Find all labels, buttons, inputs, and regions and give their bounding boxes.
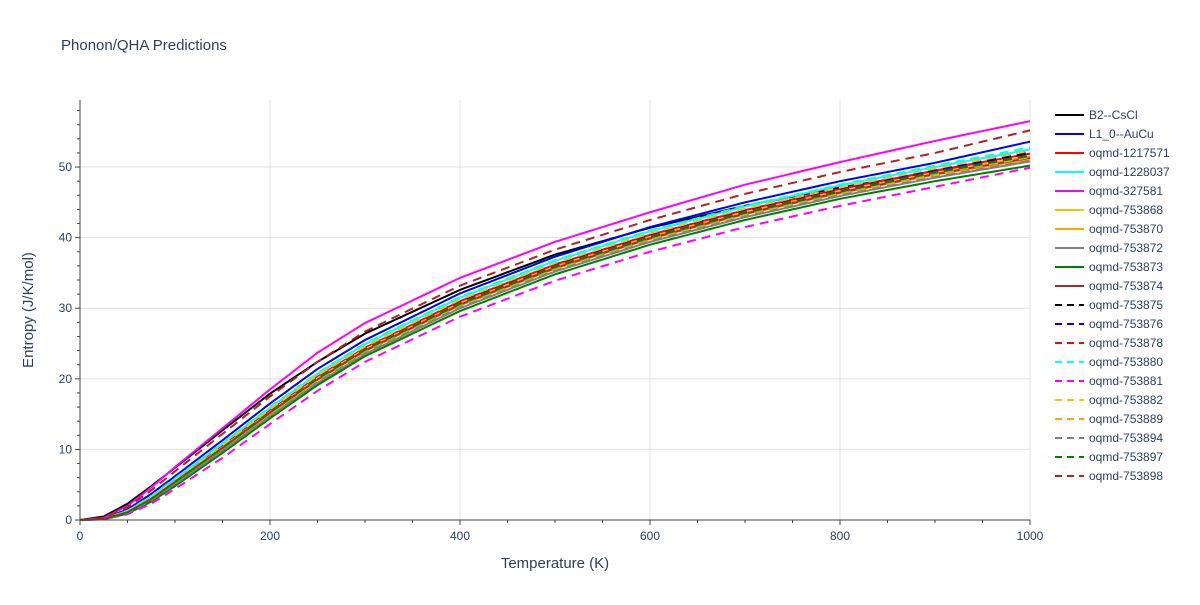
y-tick-label: 10 bbox=[59, 442, 73, 456]
legend-item[interactable]: oqmd-1217571 bbox=[1055, 146, 1170, 160]
legend-label: oqmd-753881 bbox=[1089, 374, 1163, 388]
x-tick-label: 0 bbox=[77, 529, 84, 543]
legend-label: oqmd-327581 bbox=[1089, 184, 1163, 198]
legend-label: oqmd-753897 bbox=[1089, 450, 1163, 464]
y-tick-label: 30 bbox=[59, 301, 73, 315]
y-tick-label: 50 bbox=[59, 160, 73, 174]
chart-title: Phonon/QHA Predictions bbox=[61, 37, 227, 54]
legend-item[interactable]: oqmd-753872 bbox=[1055, 241, 1163, 255]
series-line-oqmd-753874[interactable] bbox=[79, 156, 1031, 521]
legend-label: B2--CsCl bbox=[1089, 108, 1138, 122]
legend-label: oqmd-753872 bbox=[1089, 241, 1163, 255]
series-line-oqmd-753897[interactable] bbox=[79, 154, 1031, 521]
series-line-oqmd-753898[interactable] bbox=[79, 129, 1031, 521]
series-line-oqmd-753880[interactable] bbox=[79, 146, 1031, 521]
legend-label: oqmd-753873 bbox=[1089, 260, 1163, 274]
series-line-oqmd-1217571[interactable] bbox=[79, 152, 1031, 521]
x-tick-label: 1000 bbox=[1017, 529, 1044, 543]
y-tick-label: 20 bbox=[59, 372, 73, 386]
legend-item[interactable]: oqmd-327581 bbox=[1055, 184, 1163, 198]
legend-label: oqmd-753882 bbox=[1089, 393, 1163, 407]
legend-item[interactable]: oqmd-753880 bbox=[1055, 355, 1163, 369]
legend-label: oqmd-753868 bbox=[1089, 203, 1163, 217]
x-tick-label: 400 bbox=[450, 529, 470, 543]
series-line-oqmd-753881[interactable] bbox=[79, 166, 1031, 521]
x-tick-label: 600 bbox=[640, 529, 660, 543]
legend-item[interactable]: oqmd-753889 bbox=[1055, 412, 1163, 426]
legend-label: oqmd-1228037 bbox=[1089, 165, 1170, 179]
legend-item[interactable]: oqmd-753898 bbox=[1055, 469, 1163, 483]
legend[interactable]: B2--CsCl L1_0--AuCu oqmd-1217571 oqmd-12280… bbox=[1055, 108, 1170, 483]
series-line-oqmd-753878[interactable] bbox=[79, 154, 1031, 521]
x-axis-title: Temperature (K) bbox=[501, 555, 609, 572]
legend-label: oqmd-753875 bbox=[1089, 298, 1163, 312]
y-tick-label: 0 bbox=[65, 513, 72, 527]
series-line-oqmd-327581[interactable] bbox=[79, 120, 1031, 521]
series-line-oqmd-753873[interactable] bbox=[79, 164, 1031, 521]
legend-item[interactable]: oqmd-753881 bbox=[1055, 374, 1163, 388]
legend-label: oqmd-753876 bbox=[1089, 317, 1163, 331]
legend-item[interactable]: oqmd-753882 bbox=[1055, 393, 1163, 407]
y-tick-label: 40 bbox=[59, 231, 73, 245]
legend-item[interactable]: oqmd-1228037 bbox=[1055, 165, 1170, 179]
legend-item[interactable]: oqmd-753870 bbox=[1055, 222, 1163, 236]
series-line-oqmd-753882[interactable] bbox=[79, 149, 1031, 521]
legend-item[interactable]: L1_0--AuCu bbox=[1055, 127, 1154, 141]
series-line-oqmd-753876[interactable] bbox=[79, 150, 1031, 521]
legend-item[interactable]: oqmd-753878 bbox=[1055, 336, 1163, 350]
legend-item[interactable]: oqmd-753876 bbox=[1055, 317, 1163, 331]
series-line-oqmd-753894[interactable] bbox=[79, 159, 1031, 521]
legend-item[interactable]: oqmd-753874 bbox=[1055, 279, 1163, 293]
legend-item[interactable]: oqmd-753894 bbox=[1055, 431, 1163, 445]
series-line-oqmd-753868[interactable] bbox=[79, 155, 1031, 521]
legend-item[interactable]: oqmd-753875 bbox=[1055, 298, 1163, 312]
series-line-oqmd-753875[interactable] bbox=[79, 151, 1031, 521]
legend-label: oqmd-753889 bbox=[1089, 412, 1163, 426]
legend-label: oqmd-753894 bbox=[1089, 431, 1163, 445]
x-tick-label: 200 bbox=[260, 529, 280, 543]
series-line-oqmd-753872[interactable] bbox=[79, 160, 1031, 521]
series-layer bbox=[79, 120, 1031, 521]
legend-item[interactable]: oqmd-753868 bbox=[1055, 203, 1163, 217]
legend-label: oqmd-753870 bbox=[1089, 222, 1163, 236]
series-line-oqmd-753870[interactable] bbox=[79, 158, 1031, 521]
x-tick-label: 800 bbox=[830, 529, 850, 543]
legend-item[interactable]: oqmd-753897 bbox=[1055, 450, 1163, 464]
legend-label: oqmd-1217571 bbox=[1089, 146, 1170, 160]
legend-label: L1_0--AuCu bbox=[1089, 127, 1154, 141]
legend-label: oqmd-753874 bbox=[1089, 279, 1163, 293]
legend-label: oqmd-753898 bbox=[1089, 469, 1163, 483]
axis-layer: 0 200 400 600 800 1000 0 10 20 30 40 50 bbox=[59, 100, 1044, 543]
series-line-B2--CsCl[interactable] bbox=[79, 156, 1031, 521]
series-line-L1_0--AuCu[interactable] bbox=[79, 140, 1031, 521]
legend-item[interactable]: B2--CsCl bbox=[1055, 108, 1138, 122]
grid-layer bbox=[80, 100, 1031, 520]
legend-label: oqmd-753880 bbox=[1089, 355, 1163, 369]
y-axis-title: Entropy (J/K/mol) bbox=[20, 252, 37, 368]
legend-label: oqmd-753878 bbox=[1089, 336, 1163, 350]
legend-item[interactable]: oqmd-753873 bbox=[1055, 260, 1163, 274]
series-line-oqmd-753889[interactable] bbox=[79, 156, 1031, 521]
series-line-oqmd-1228037[interactable] bbox=[79, 148, 1031, 521]
